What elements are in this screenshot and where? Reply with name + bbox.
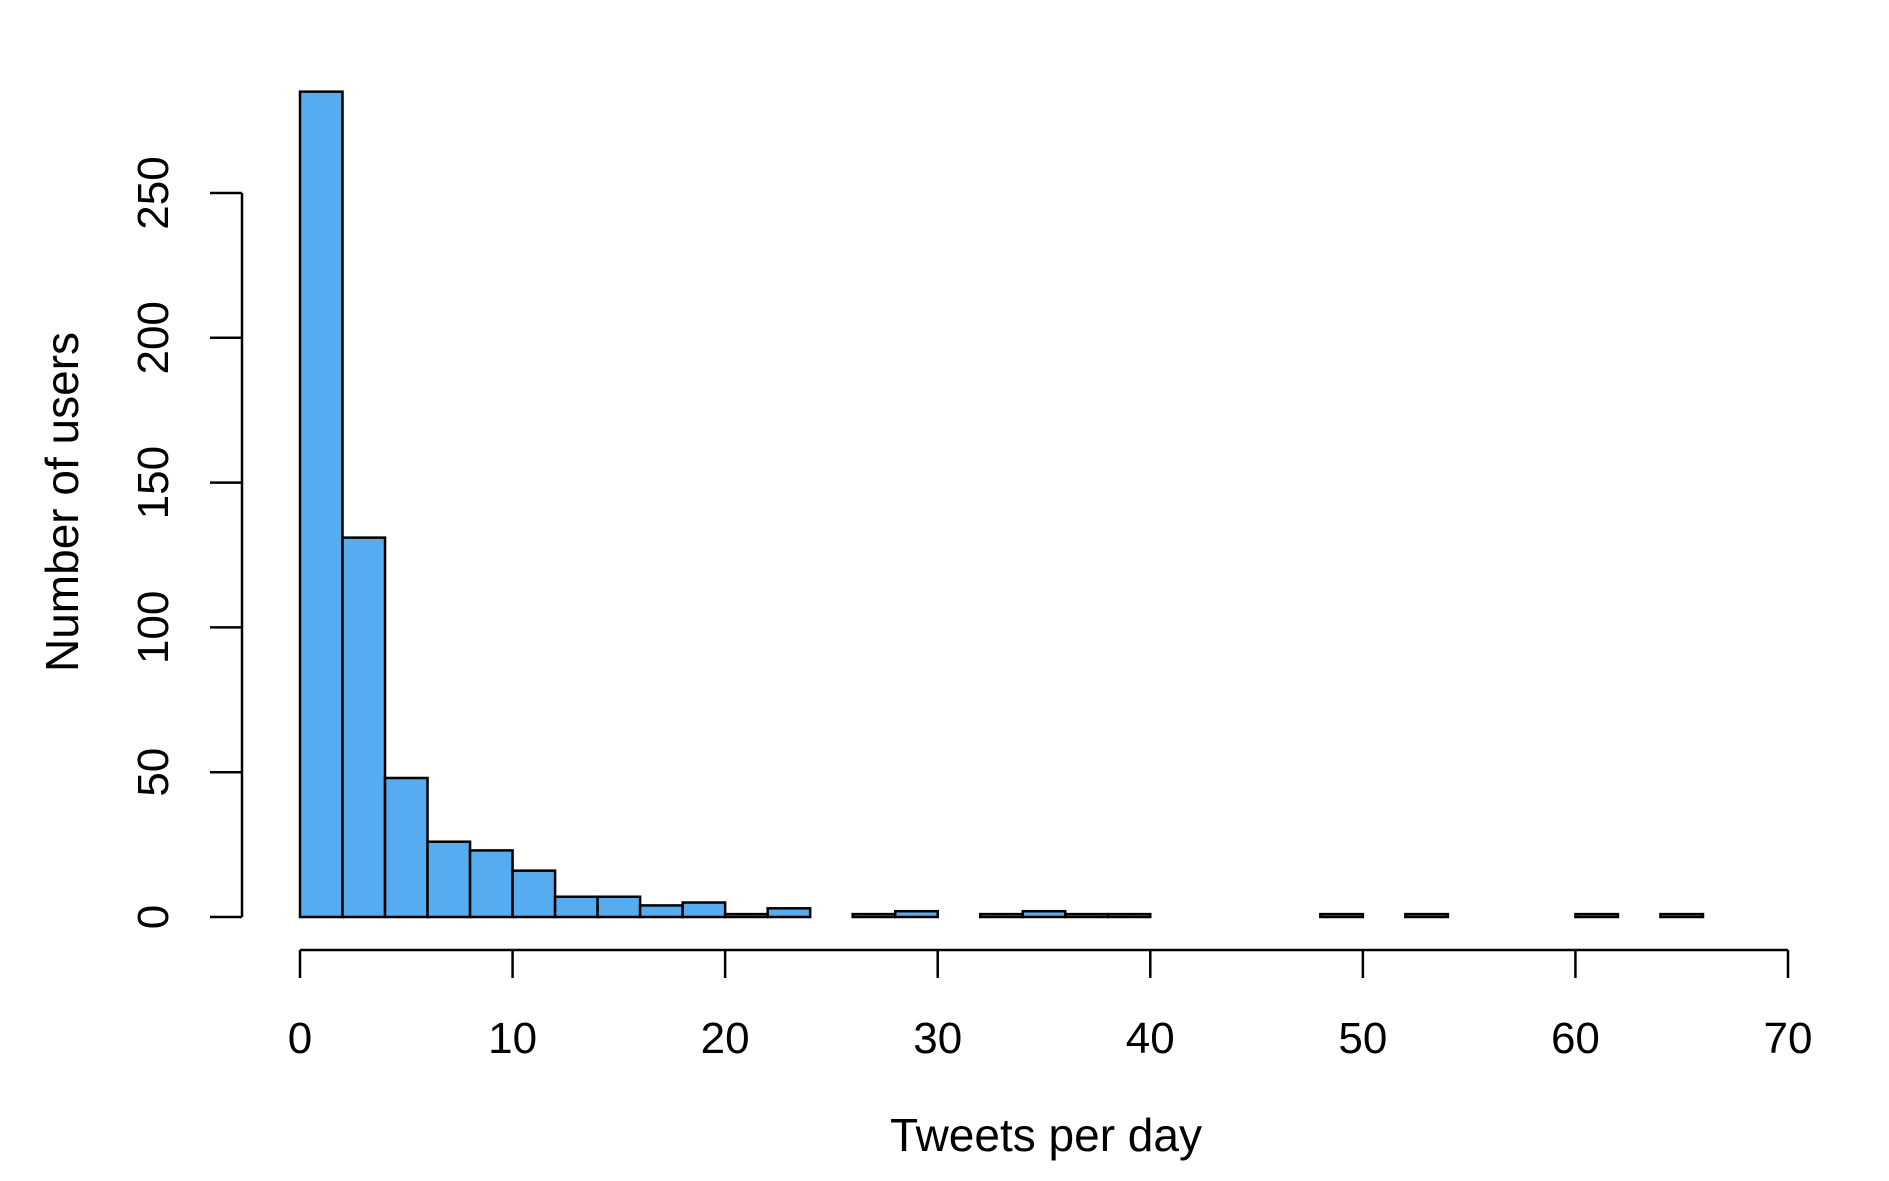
- histogram-bar: [1021, 909, 1067, 919]
- x-axis: 0 10 20 30 40 50 60 70: [288, 948, 1813, 1063]
- x-tick-label: 70: [1764, 1014, 1813, 1063]
- y-tick-label: 250: [129, 156, 178, 229]
- histogram-bar: [596, 895, 642, 919]
- histogram-bar: [851, 912, 897, 919]
- y-tick-label: 200: [129, 301, 178, 374]
- histogram-bar: [511, 869, 557, 919]
- x-tick-label: 10: [488, 1014, 537, 1063]
- histogram-bar: [1064, 912, 1110, 919]
- x-tick-label: 40: [1126, 1014, 1175, 1063]
- x-tick-label: 60: [1551, 1014, 1600, 1063]
- histogram-bar: [298, 90, 344, 919]
- histogram-bar: [681, 901, 727, 919]
- histogram-bar: [553, 895, 599, 919]
- histogram-bar: [1574, 912, 1620, 919]
- y-tick-label: 50: [129, 748, 178, 797]
- histogram-bars: [298, 90, 1705, 919]
- x-axis-title: Tweets per day: [890, 1109, 1202, 1161]
- y-axis: 0 50 100 150 200 250: [129, 156, 244, 929]
- histogram-bar: [978, 912, 1024, 919]
- histogram-bar: [341, 536, 387, 919]
- x-tick-label: 30: [913, 1014, 962, 1063]
- y-axis-title: Number of users: [36, 332, 88, 672]
- histogram-bar: [766, 907, 812, 919]
- y-tick-label: 150: [129, 446, 178, 519]
- histogram-bar: [723, 912, 769, 919]
- histogram-bar: [1319, 912, 1365, 919]
- histogram-bar: [638, 904, 684, 919]
- histogram-bar: [1404, 912, 1450, 919]
- x-tick-label: 0: [288, 1014, 312, 1063]
- x-tick-label: 20: [701, 1014, 750, 1063]
- histogram-bar: [383, 776, 429, 919]
- x-tick-label: 50: [1338, 1014, 1387, 1063]
- y-tick-label: 100: [129, 591, 178, 664]
- histogram-bar: [426, 840, 472, 919]
- histogram-bar: [893, 909, 939, 919]
- y-tick-label: 0: [129, 905, 178, 929]
- histogram-bar: [1659, 912, 1705, 919]
- histogram-bar: [1106, 912, 1152, 919]
- histogram-bar: [468, 849, 514, 919]
